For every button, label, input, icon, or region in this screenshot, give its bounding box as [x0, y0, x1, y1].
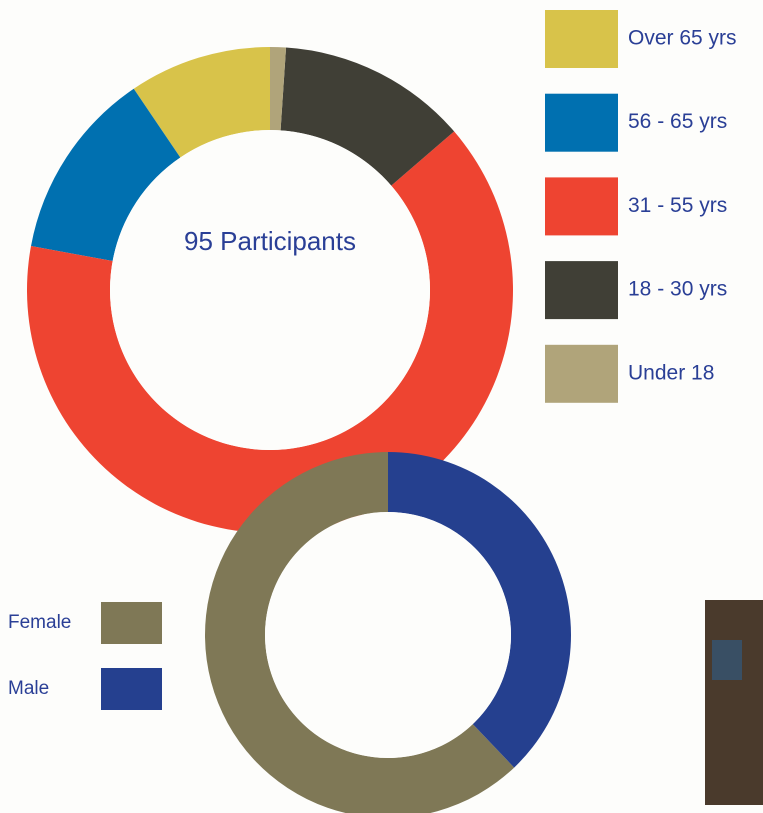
photo-detail — [712, 640, 742, 680]
donut-hole — [110, 130, 430, 450]
legend-swatch — [545, 345, 618, 403]
legend-swatch — [101, 668, 162, 710]
legend-swatch — [545, 10, 618, 68]
legend-swatch — [545, 177, 618, 235]
donut-hole — [265, 512, 511, 758]
legend-label: Male — [8, 678, 49, 699]
legend-label: 56 - 65 yrs — [628, 110, 727, 133]
legend-swatch — [545, 94, 618, 152]
legend-label: Over 65 yrs — [628, 27, 737, 50]
legend-label: 31 - 55 yrs — [628, 194, 727, 217]
page: Over 65 yrs 56 - 65 yrs 31 - 55 yrs 18 - 30… — [0, 0, 763, 813]
legend-label: Female — [8, 612, 71, 633]
legend-swatch — [545, 261, 618, 319]
photo — [705, 600, 763, 805]
legend-label: Under 18 — [628, 361, 714, 384]
legend-label: 18 - 30 yrs — [628, 278, 727, 301]
legend-swatch — [101, 602, 162, 644]
center-label: 95 Participants — [184, 226, 356, 256]
